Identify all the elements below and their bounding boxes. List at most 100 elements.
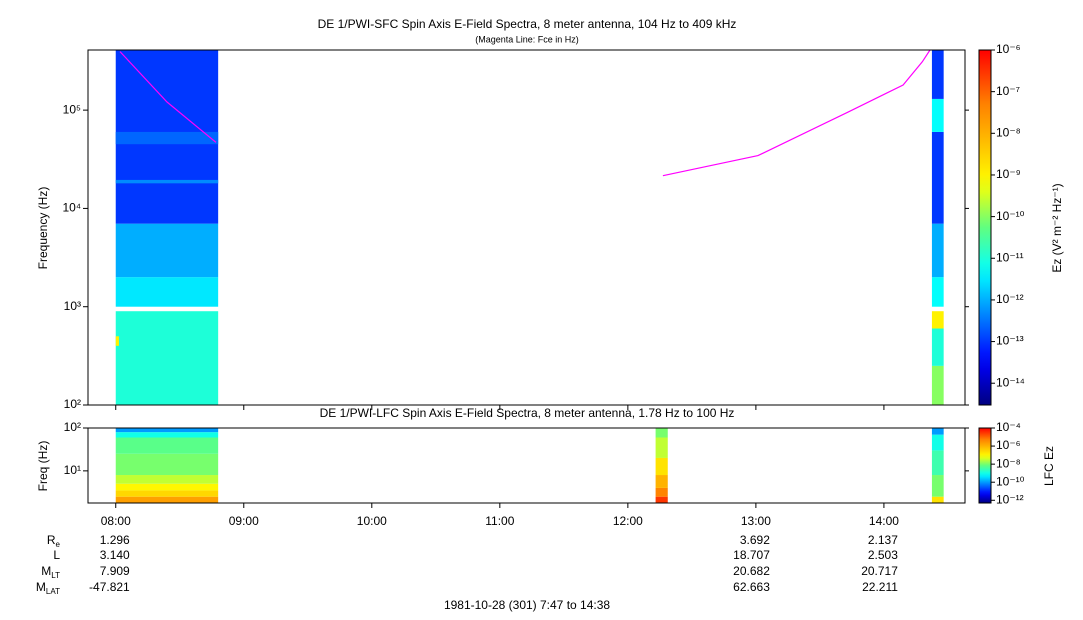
colorbar-tick-label: 10⁻⁸ [996, 456, 1021, 470]
row-label: MLT [41, 564, 60, 580]
y-tick-label: 10⁵ [63, 102, 81, 116]
y-axis-label: Frequency (Hz) [36, 187, 50, 270]
x-tick-label: 12:00 [613, 514, 643, 528]
colorbar-tick-label: 10⁻⁷ [996, 84, 1020, 98]
colorbar [978, 427, 992, 504]
colorbar-tick-label: 10⁻⁶ [996, 438, 1021, 452]
spectrogram-cell [115, 311, 219, 405]
spectrogram-cell [115, 453, 219, 476]
colorbar-tick-label: 10⁻⁸ [996, 125, 1021, 139]
row-label: MLAT [36, 580, 60, 596]
chart-subtitle: (Magenta Line: Fce in Hz) [475, 34, 579, 44]
ephemeris-value: 3.140 [100, 548, 130, 562]
row-label-main: M [36, 580, 46, 594]
colorbar-tick-label: 10⁻¹⁴ [996, 375, 1025, 389]
spectrogram-cell [655, 457, 668, 476]
colorbar-tick-label: 10⁻¹² [996, 292, 1024, 306]
x-tick-label: 14:00 [869, 514, 899, 528]
spectrogram-cell [931, 365, 944, 405]
spectrogram-cell [931, 496, 944, 503]
row-label-sub: LAT [46, 587, 60, 596]
spectrogram-cell [931, 475, 944, 497]
y-tick-label: 10³ [64, 299, 81, 313]
x-tick-label: 13:00 [741, 514, 771, 528]
ephemeris-value: 22.211 [862, 580, 898, 594]
ephemeris-value: 62.663 [733, 580, 770, 594]
spectrogram-cell [931, 450, 944, 476]
row-label: Re [47, 533, 61, 549]
row-label-main: L [53, 548, 60, 562]
spectrogram-cell [115, 432, 219, 438]
ephemeris-value: 18.707 [733, 548, 770, 562]
fce-line [119, 49, 931, 177]
y-tick-label: 10⁴ [62, 201, 81, 215]
row-label-sub: e [56, 540, 61, 549]
spectrogram-cell [115, 483, 219, 491]
spectrogram-cell [655, 428, 668, 438]
chart-title: DE 1/PWI-LFC Spin Axis E-Field Spectra, … [320, 406, 735, 420]
spectrogram-cell [115, 277, 219, 307]
y-tick-label: 10² [64, 397, 81, 411]
plot-area [88, 50, 965, 405]
ephemeris-value: 2.503 [868, 548, 898, 562]
ephemeris-value: 7.909 [100, 564, 130, 578]
colorbar-tick-label: 10⁻⁶ [996, 42, 1021, 56]
ephemeris-value: 2.137 [868, 533, 898, 547]
spectrogram-cell [931, 98, 944, 132]
colorbar-tick-label: 10⁻⁴ [996, 420, 1021, 434]
ephemeris-value: 1.296 [100, 533, 130, 547]
plot-frame [87, 427, 966, 504]
plot-frame [87, 49, 966, 406]
spectrogram-cell [931, 131, 944, 224]
spectrogram-cell [931, 428, 944, 435]
colorbar-tick-label: 10⁻¹¹ [996, 250, 1024, 264]
plot-area [88, 428, 965, 503]
spectrogram-cell [115, 428, 219, 433]
y-axis-label: Freq (Hz) [36, 441, 50, 492]
spectrogram-cell [931, 311, 944, 329]
spectrogram-cell [655, 437, 668, 458]
ephemeris-value: -47.821 [89, 580, 130, 594]
ephemeris-value: 20.717 [861, 564, 898, 578]
spectrogram-cell [655, 487, 668, 497]
spectrogram-cell [115, 179, 219, 184]
x-tick-label: 08:00 [101, 514, 131, 528]
spectrogram-cell [115, 131, 219, 145]
x-tick-label: 10:00 [357, 514, 387, 528]
colorbar-label: LFC Ez [1042, 446, 1056, 486]
colorbar-tick-label: 10⁻⁹ [996, 167, 1021, 181]
y-tick-label: 10² [64, 420, 81, 434]
spectrogram-cell [115, 490, 219, 497]
colorbar [978, 49, 992, 406]
spectrogram-cell [115, 223, 219, 278]
row-label-sub: LT [51, 571, 60, 580]
ephemeris-value: 20.682 [733, 564, 770, 578]
spectrogram-cell [931, 328, 944, 366]
colorbar-tick-label: 10⁻¹⁰ [996, 209, 1025, 223]
spectrogram-cell [931, 223, 944, 278]
spectrogram-cell [115, 437, 219, 454]
spectrogram-cell [931, 434, 944, 451]
spectrogram-cell [655, 475, 668, 488]
y-tick-label: 10¹ [64, 463, 81, 477]
spectrogram-cell [115, 496, 219, 503]
footer: 1981-10-28 (301) 7:47 to 14:38 [444, 598, 610, 612]
spectrogram-cell [115, 475, 219, 484]
row-label: L [53, 548, 60, 562]
row-label-main: M [41, 564, 51, 578]
x-tick-label: 09:00 [229, 514, 259, 528]
chart-title: DE 1/PWI-SFC Spin Axis E-Field Spectra, … [318, 17, 737, 31]
colorbar-label: Ez (V² m⁻² Hz⁻¹) [1050, 183, 1064, 272]
spectrogram-cell [931, 50, 944, 99]
colorbar-tick-label: 10⁻¹³ [996, 334, 1024, 348]
spectrogram-cell [115, 336, 119, 346]
colorbar-tick-label: 10⁻¹² [996, 492, 1024, 506]
row-label-main: R [47, 533, 56, 547]
x-tick-label: 11:00 [485, 514, 514, 528]
colorbar-tick-label: 10⁻¹⁰ [996, 474, 1025, 488]
spectrogram-cell [655, 496, 668, 503]
ephemeris-value: 3.692 [740, 533, 770, 547]
spectrogram-cell [931, 277, 944, 307]
